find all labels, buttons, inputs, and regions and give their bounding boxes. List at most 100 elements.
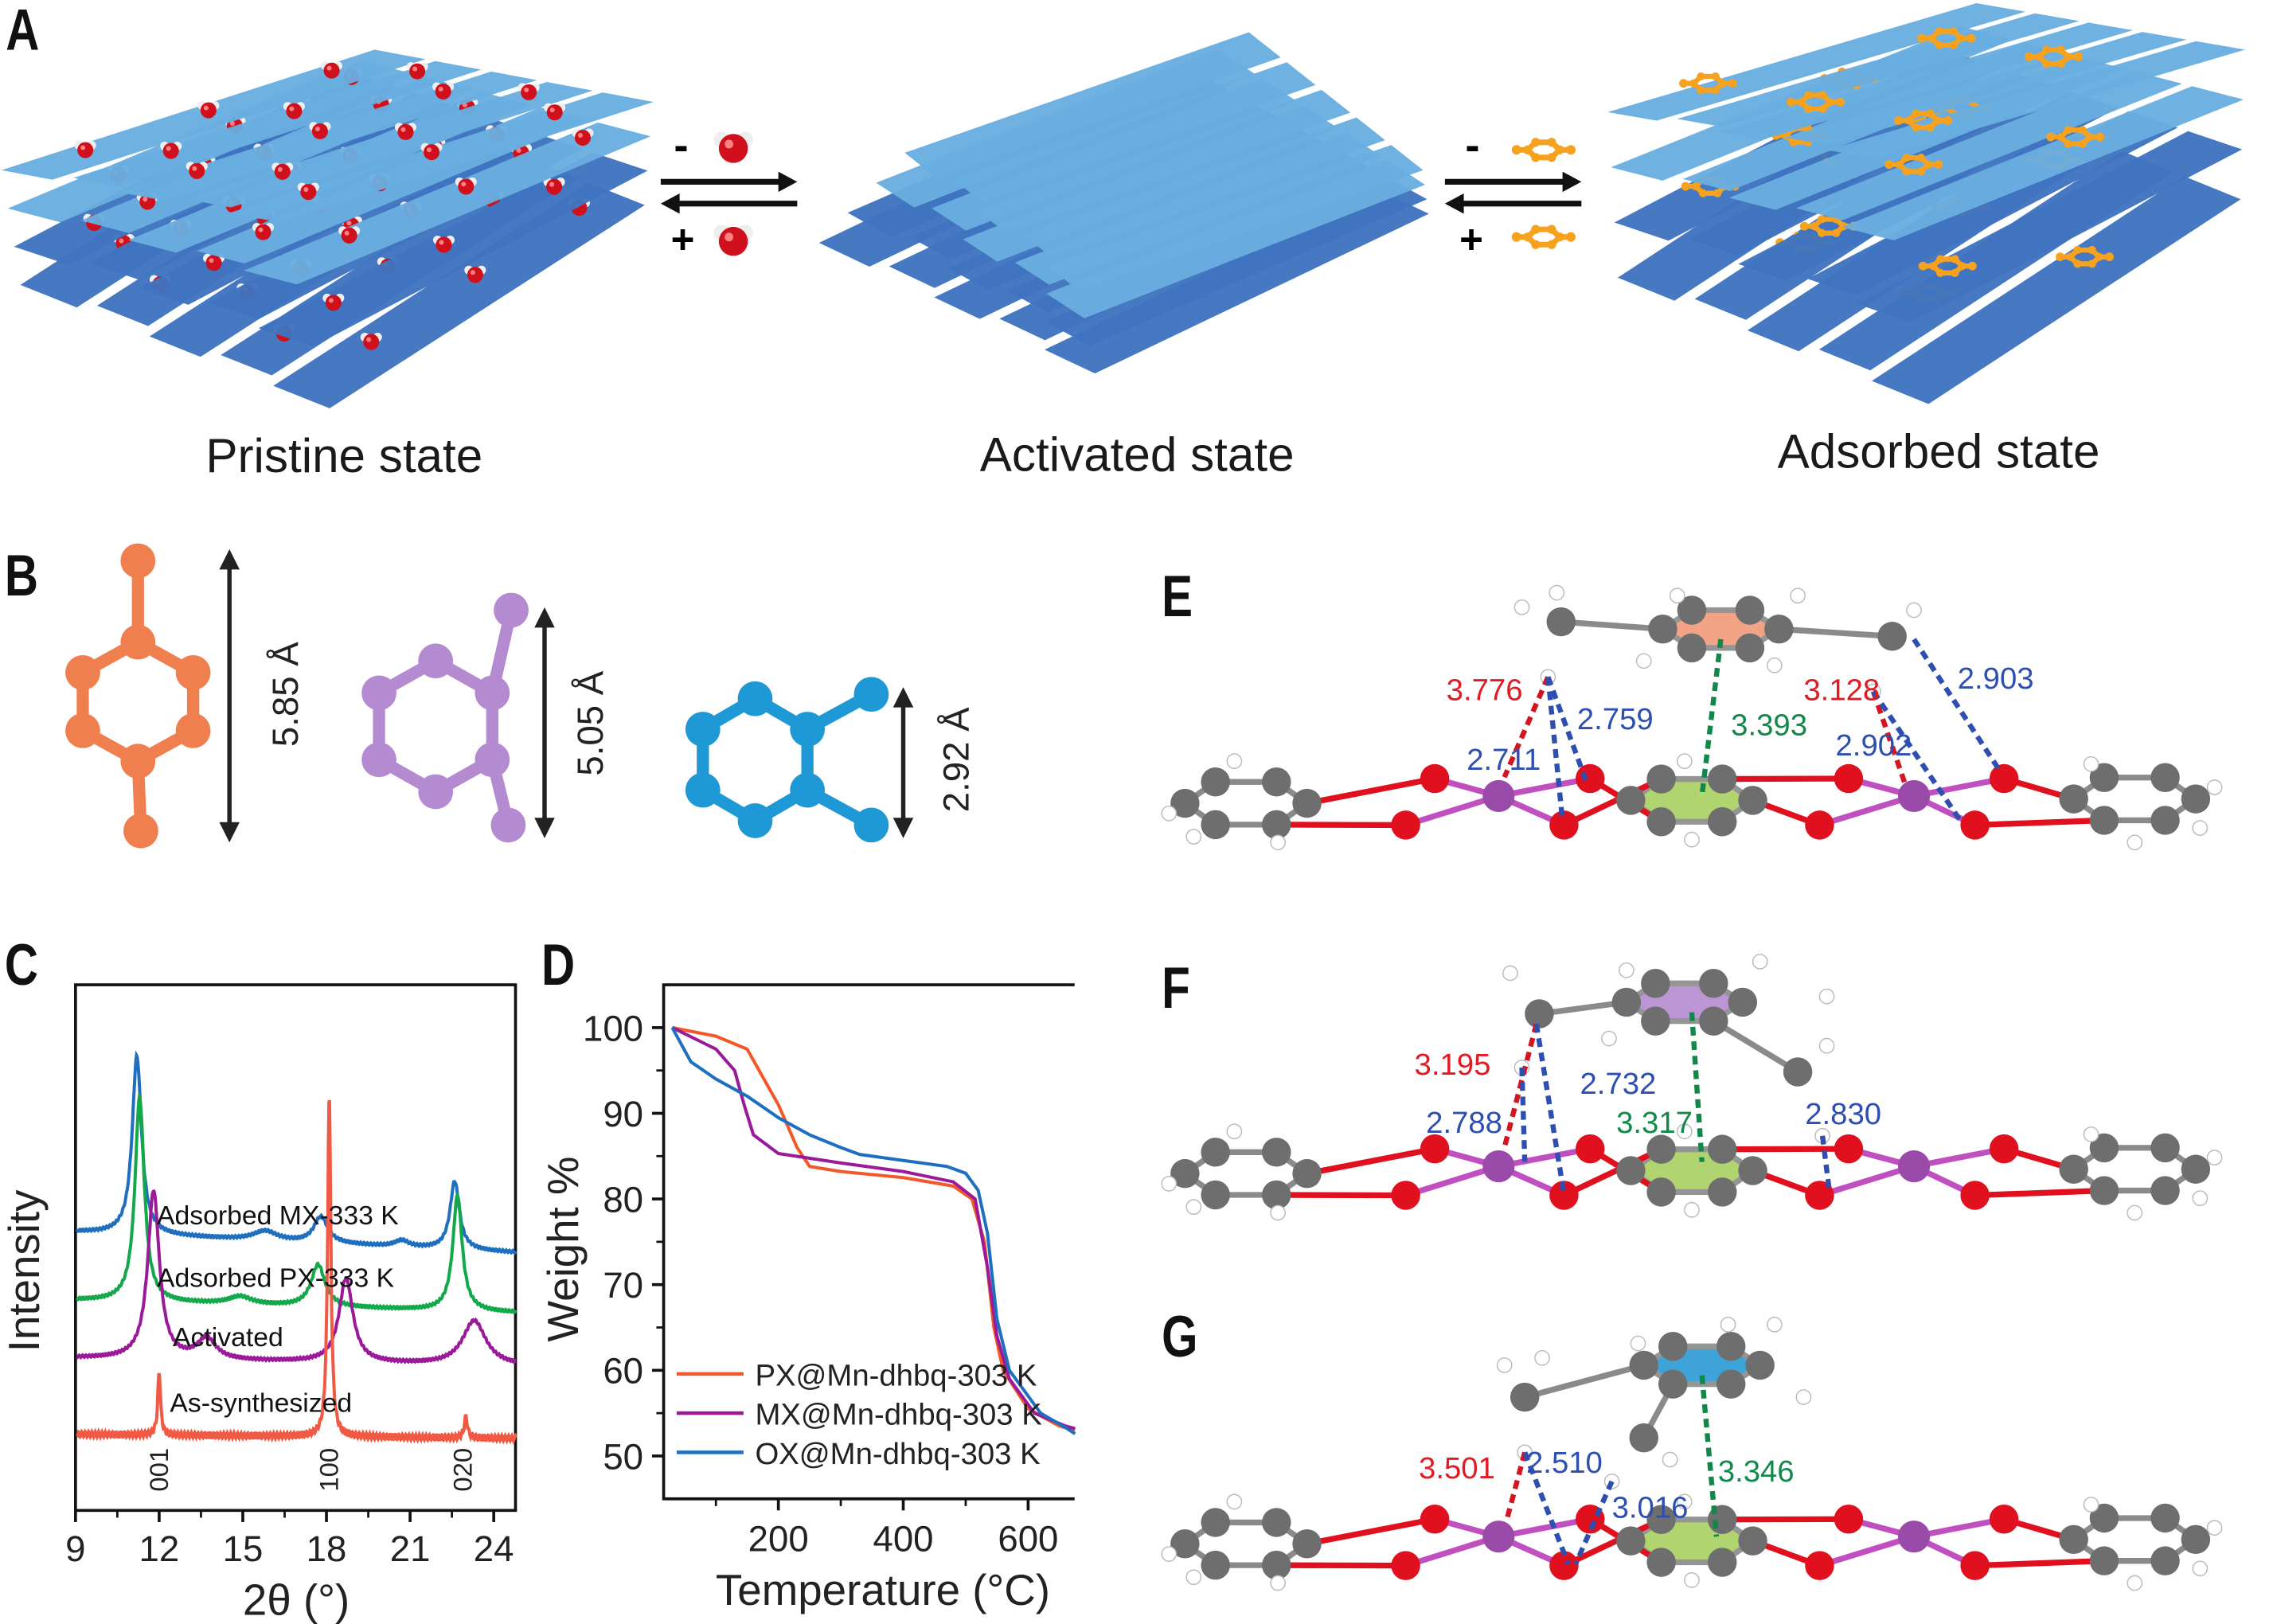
carbon-atom: [2056, 132, 2065, 142]
xylene-molecule: [1787, 91, 1845, 113]
water-molecule: [544, 103, 566, 121]
hydrogen-atom: [1676, 1123, 1693, 1140]
carbon-atom: [1699, 969, 1728, 998]
x-axis-title: 2θ (°): [243, 1575, 350, 1624]
carbon-atom: [1697, 72, 1705, 81]
carbon-atom: [2089, 806, 2119, 835]
hydrogen-atom: [1502, 965, 1518, 982]
bond: [1818, 1533, 1916, 1569]
bond: [1276, 822, 1406, 829]
carbon-atom: [1677, 595, 1707, 625]
hydrogen-atom: [1662, 1451, 1678, 1468]
interaction-line: [1871, 689, 1963, 822]
hydrogen-atom: [1185, 1199, 1202, 1215]
water-molecule: [309, 122, 331, 139]
interaction-line: [1699, 1375, 1720, 1537]
carbon-atom: [2085, 132, 2095, 142]
carbon-atom: [65, 655, 100, 690]
distance-label: 3.128: [1803, 673, 1880, 708]
panel-a-layer-schematic: - + - + Pristine state Activated state A…: [1, 3, 2245, 482]
highlight: [549, 182, 555, 187]
x-tick-label: 600: [998, 1518, 1058, 1559]
x-tick-label: 9: [65, 1528, 85, 1569]
methyl-carbon: [1787, 97, 1795, 107]
oxygen-atom: [1989, 1505, 2019, 1534]
hydrogen-atom: [2127, 1575, 2143, 1591]
methyl-carbon: [1894, 115, 1903, 125]
carbon-atom: [1877, 622, 1907, 651]
hydrogen-atom: [1795, 1389, 1812, 1405]
oxygen-atom: [1391, 1551, 1420, 1580]
atoms: [1161, 1317, 2223, 1591]
hydrogen-atom: [1161, 1546, 1178, 1562]
carbon-atom: [1708, 1134, 1737, 1164]
carbon-atom: [1531, 224, 1541, 234]
highlight: [192, 166, 197, 171]
interaction-line: [1912, 638, 2004, 775]
hydrogen-atom: [1185, 1569, 1202, 1586]
oxygen-atom: [521, 84, 537, 100]
carbon-atom: [1292, 1158, 1322, 1189]
bond: [1404, 1533, 1500, 1569]
hydrogen-atom: [2192, 1190, 2209, 1207]
manganese-atom: [1482, 1150, 1515, 1183]
panel-g-ox-binding: 3.501 2.510 3.016 3.346: [1161, 1317, 2223, 1591]
carbon-atom: [1646, 1505, 1676, 1535]
water-molecule: [543, 178, 565, 195]
oxygen-atom: [1420, 1505, 1450, 1534]
oxygen-atom: [341, 227, 357, 244]
framework-layer: [1, 49, 654, 223]
methyl-carbon: [1681, 182, 1690, 191]
panel-labels: A B C D E F G: [5, 0, 1198, 1368]
carbon-atom: [1547, 138, 1556, 147]
oxygen-atom: [435, 83, 451, 100]
hydrogen-atom: [1684, 831, 1700, 848]
water-remove-sign: -: [674, 120, 688, 170]
layer-strip: [1842, 86, 2244, 240]
carbon-atom: [2073, 260, 2082, 268]
carbon-atom: [1708, 764, 1737, 794]
reflection-label: 001: [144, 1448, 174, 1492]
interaction-line: [1689, 1012, 1705, 1162]
pristine-state-label: Pristine state: [205, 429, 482, 482]
highlight: [426, 147, 432, 153]
hydrogen-atom: [1549, 584, 1565, 601]
methyl-carbon: [1966, 33, 1976, 43]
carbon-atom: [1713, 189, 1722, 197]
carbon-atom: [1804, 91, 1813, 100]
highlight: [314, 126, 320, 131]
distance-label: 3.393: [1731, 708, 1807, 742]
water-icon: [713, 224, 753, 256]
carbon-atom: [853, 807, 889, 843]
bond: [1562, 1146, 1663, 1198]
panel-d-tga-chart: 50 60 70 80 90 100 200 400 600 PX@Mn-dhbq-303 K M…: [538, 983, 1076, 1614]
carbon-atom: [1935, 27, 1943, 36]
hydrogen-atom: [1684, 1572, 1700, 1588]
panel-label-f: F: [1162, 955, 1190, 1021]
hydrogen-atom: [1513, 599, 1530, 615]
hydrogen-atom: [1818, 988, 1835, 1005]
carbon-atom: [2059, 784, 2088, 814]
methyl-carbon: [2095, 132, 2105, 142]
water-add-sign: +: [671, 217, 695, 262]
xrd-curve-1: [75, 1091, 518, 1315]
o-xylene-dimension: 2.92 Å: [936, 707, 977, 812]
carbon-atom: [2181, 1154, 2211, 1184]
distance-label: 2.788: [1426, 1106, 1502, 1140]
oxygen-atom: [423, 144, 440, 161]
xylene-remove-sign: -: [1465, 120, 1479, 170]
layer-strip: [1795, 71, 2182, 221]
y-tick-label: 70: [603, 1265, 643, 1306]
reflection-label: 020: [448, 1448, 478, 1492]
carbon-atom: [1902, 167, 1911, 176]
hydrogen-atom: [1720, 1317, 1736, 1333]
water-molecule: [394, 123, 417, 140]
manganese-atom: [1897, 1150, 1931, 1183]
carbon-atom: [1936, 268, 1945, 277]
water-molecule: [572, 128, 594, 146]
carbon-atom: [1738, 1526, 1767, 1556]
xylene-molecule: [1894, 109, 1952, 132]
y-tick-label: 60: [603, 1351, 643, 1392]
carbon-atom: [1629, 1423, 1658, 1453]
manganese-atom: [1897, 779, 1931, 812]
